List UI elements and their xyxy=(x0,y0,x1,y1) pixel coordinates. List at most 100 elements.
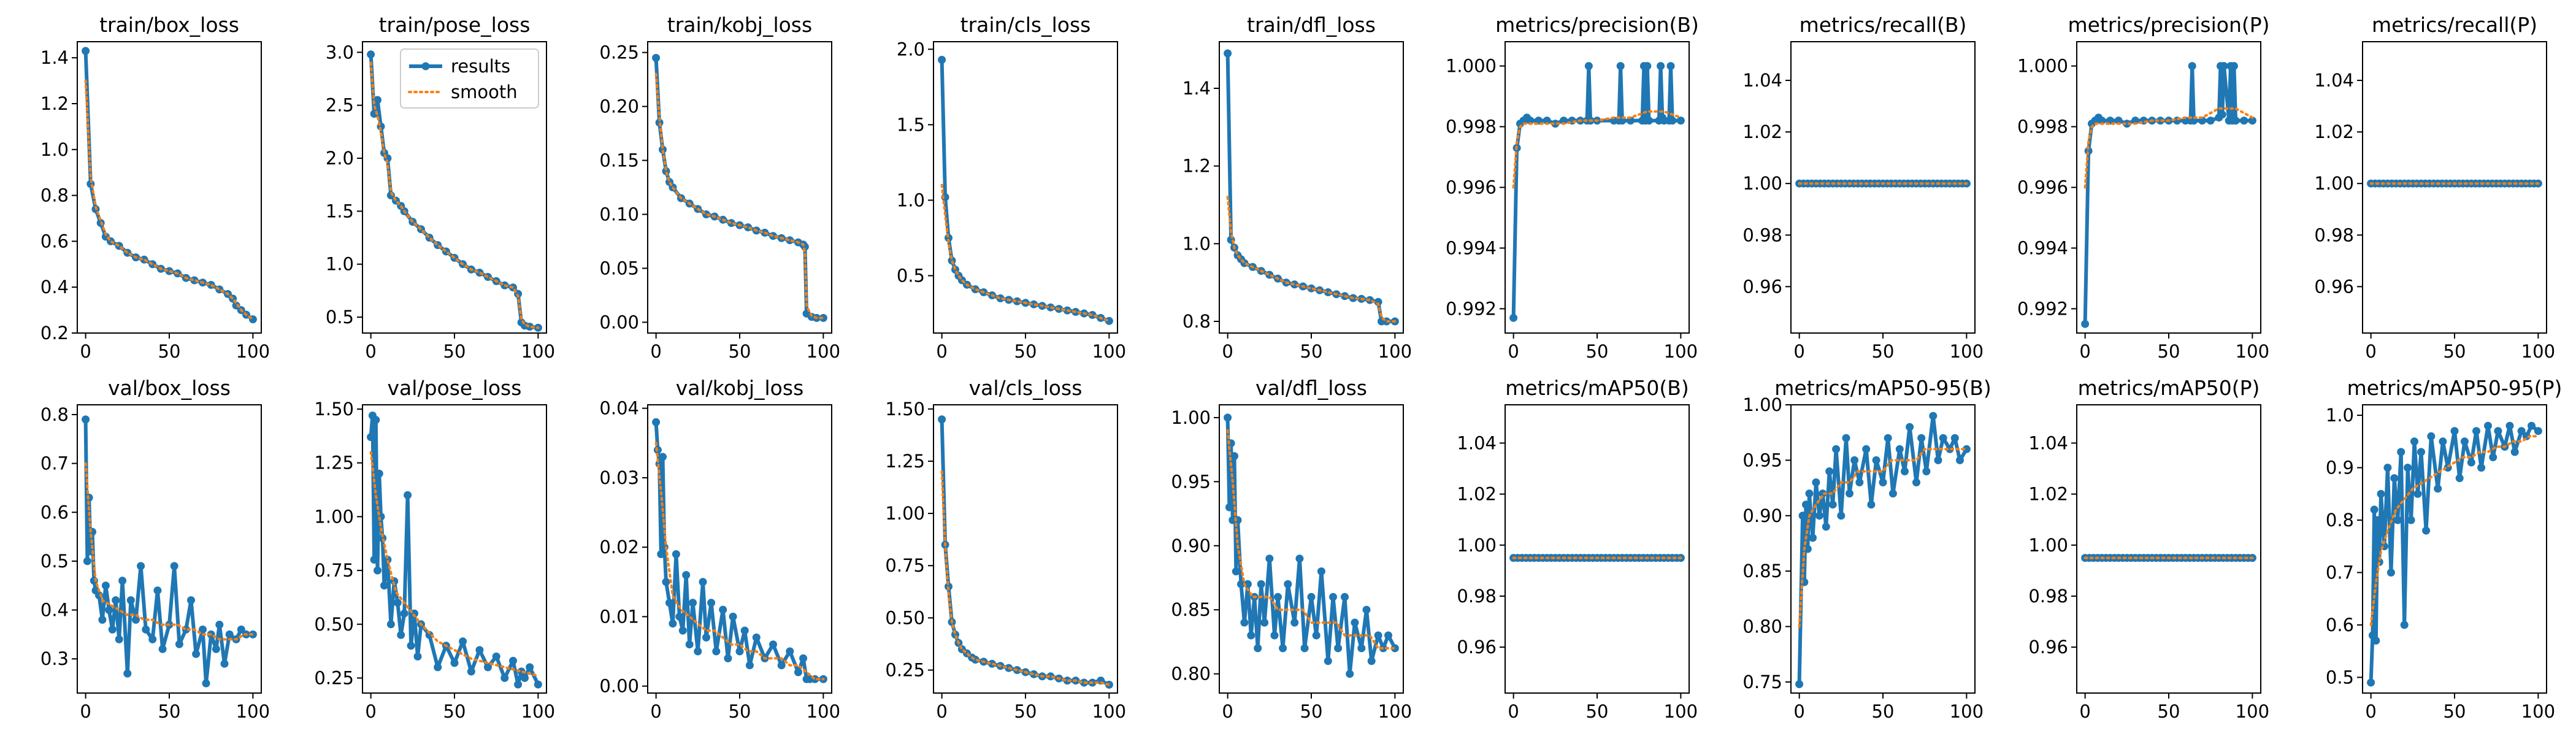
results-point xyxy=(712,647,721,656)
results-point xyxy=(397,631,405,639)
results-point xyxy=(112,596,120,605)
results-point xyxy=(187,596,195,605)
x-tick-label: 100 xyxy=(2521,701,2555,722)
plot-area xyxy=(1795,179,1971,188)
results-point xyxy=(1013,297,1021,305)
results-point xyxy=(1912,478,1920,486)
results-point xyxy=(740,626,749,635)
x-tick-label: 50 xyxy=(729,341,751,362)
results-point xyxy=(719,605,727,614)
plot-area xyxy=(1224,413,1399,678)
y-tick-label: 0.4 xyxy=(40,277,69,297)
axes-frame xyxy=(1219,404,1404,694)
results-point xyxy=(153,586,162,595)
y-tick-label: 0.20 xyxy=(599,96,639,117)
y-tick-label: 0.8 xyxy=(40,404,69,425)
results-point xyxy=(1290,618,1299,627)
x-tick-label: 100 xyxy=(2521,341,2555,362)
y-tick-label: 0.85 xyxy=(1171,599,1211,620)
results-point xyxy=(1317,567,1325,576)
results-point xyxy=(1939,434,1947,442)
x-tick-label: 0 xyxy=(2079,341,2090,362)
y-tick-label: 0.96 xyxy=(1742,276,1782,297)
y-tick-label: 0.7 xyxy=(2326,562,2354,583)
results-point xyxy=(2472,427,2480,435)
results-point xyxy=(745,661,754,670)
y-tick-label: 0.90 xyxy=(1742,505,1782,526)
y-tick-label: 1.000 xyxy=(1446,56,1497,77)
y-tick-label: 0.5 xyxy=(326,307,354,328)
results-point xyxy=(1862,445,1871,453)
y-tick-label: 0.95 xyxy=(1742,450,1782,470)
results-point xyxy=(1374,631,1382,640)
results-point xyxy=(374,566,381,575)
y-tick-label: 0.7 xyxy=(40,453,69,474)
y-tick-label: 1.4 xyxy=(40,47,69,68)
results-point xyxy=(175,640,183,648)
smooth-line xyxy=(84,79,255,321)
subplot-2: train/pose_loss 0.5 1.0 1.5 2.0 2.5 3.0 0 50 100 r… xyxy=(326,13,555,362)
results-point xyxy=(192,650,201,658)
results-point xyxy=(534,680,542,689)
y-tick-label: 1.04 xyxy=(2314,70,2354,91)
results-point xyxy=(225,630,234,638)
results-point xyxy=(2450,427,2459,435)
results-point xyxy=(2131,117,2139,125)
results-point xyxy=(1324,288,1332,296)
results-point xyxy=(2114,117,2123,125)
subplot-title: val/kobj_loss xyxy=(676,376,804,400)
x-tick-label: 0 xyxy=(650,341,661,362)
x-tick-label: 50 xyxy=(1014,701,1037,722)
results-point xyxy=(1237,580,1245,588)
subplot-10: val/box_loss 0.3 0.4 0.5 0.6 0.7 0.8 0 50 100 xyxy=(40,376,270,722)
subplot-5: train/dfl_loss 0.8 1.0 1.2 1.4 0 50 100 xyxy=(1183,13,1412,362)
results-point xyxy=(2231,117,2240,125)
smooth-line xyxy=(369,61,540,329)
smooth-line xyxy=(84,462,255,641)
results-point xyxy=(2422,526,2431,535)
plot-area xyxy=(938,56,1113,325)
results-point xyxy=(1257,580,1265,588)
x-tick-label: 0 xyxy=(2079,701,2090,722)
smooth-line xyxy=(1226,429,1397,650)
results-point xyxy=(2400,621,2409,629)
y-tick-label: 1.25 xyxy=(885,451,925,472)
x-tick-label: 0 xyxy=(2365,701,2376,722)
results-point xyxy=(212,645,220,653)
results-point xyxy=(137,562,145,570)
results-point xyxy=(2510,448,2519,456)
results-point xyxy=(1265,554,1274,563)
axes-frame xyxy=(77,41,262,334)
results-point xyxy=(1867,500,1876,509)
results-point xyxy=(1274,592,1282,601)
results-line xyxy=(654,422,824,681)
results-point xyxy=(372,416,380,424)
results-point xyxy=(108,625,117,634)
results-point xyxy=(1901,467,1909,475)
x-tick-label: 100 xyxy=(2236,701,2269,722)
y-tick-label: 0.996 xyxy=(2017,177,2068,198)
y-tick-label: 0.98 xyxy=(1742,224,1782,245)
results-point xyxy=(1676,117,1685,125)
subplot-title: metrics/mAP50(B) xyxy=(1505,376,1689,400)
y-tick-label: 1.04 xyxy=(1742,70,1782,91)
subplot-title: train/box_loss xyxy=(99,13,239,37)
plot-area xyxy=(82,47,257,324)
y-tick-label: 0.95 xyxy=(1171,471,1211,492)
y-tick-label: 0.5 xyxy=(40,551,69,572)
y-tick-label: 0.50 xyxy=(314,614,354,635)
results-point xyxy=(819,313,827,322)
results-point xyxy=(215,621,224,629)
axes-frame xyxy=(2076,404,2261,694)
smooth-line xyxy=(940,183,1111,323)
subplot-18: metrics/mAP50-95(P) 0.5 0.6 0.7 0.8 0.9 1.0 0 50… xyxy=(2326,376,2563,722)
results-point xyxy=(694,647,702,656)
results-point xyxy=(689,599,697,607)
results-point xyxy=(707,599,716,607)
y-tick-label: 0.6 xyxy=(2326,615,2354,635)
y-tick-label: 1.00 xyxy=(1742,394,1782,415)
results-point xyxy=(1300,644,1309,653)
results-point xyxy=(1809,534,1817,542)
y-tick-label: 0.4 xyxy=(40,600,69,621)
results-point xyxy=(1551,120,1560,128)
